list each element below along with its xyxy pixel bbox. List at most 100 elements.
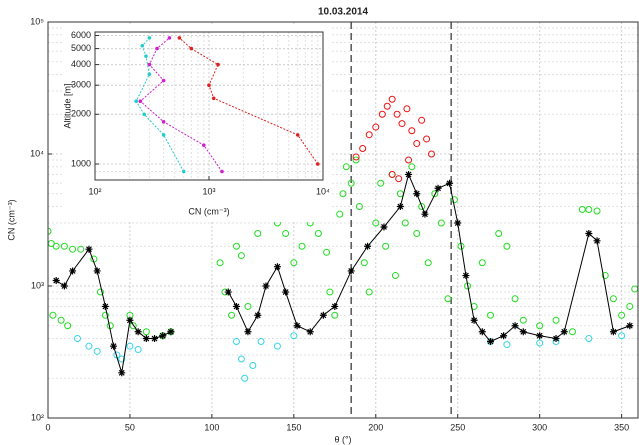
- data-point: [380, 223, 388, 231]
- x-tick-label: 10³: [202, 186, 215, 196]
- data-point: [378, 110, 386, 118]
- data-point: [293, 322, 301, 330]
- data-point: [478, 259, 486, 267]
- data-point: [568, 328, 576, 336]
- data-point: [147, 72, 152, 76]
- data-point: [101, 302, 109, 310]
- data-point: [347, 267, 355, 275]
- chart-title: 10.03.2014: [318, 7, 368, 18]
- data-point: [232, 242, 240, 250]
- data-point: [503, 341, 511, 349]
- data-point: [60, 242, 68, 250]
- x-tick-label: 0: [45, 422, 50, 432]
- data-point: [618, 311, 626, 319]
- x-tick-label: 250: [450, 422, 465, 432]
- data-point: [418, 116, 426, 124]
- data-point: [181, 169, 186, 174]
- data-point: [593, 207, 601, 215]
- data-point: [418, 203, 426, 211]
- data-point: [446, 179, 454, 187]
- data-point: [167, 328, 175, 336]
- data-point: [228, 311, 236, 319]
- data-point: [405, 156, 413, 164]
- inset-x-axis-label: CN (cm⁻³): [188, 206, 229, 216]
- data-point: [249, 361, 257, 369]
- x-axis-label: θ (°): [334, 434, 351, 444]
- data-point: [161, 133, 166, 137]
- data-point: [144, 54, 148, 58]
- y-tick-label: 10⁵: [30, 16, 44, 26]
- data-point: [444, 295, 452, 303]
- data-point: [413, 229, 421, 237]
- data-point: [315, 162, 320, 166]
- data-point: [101, 311, 109, 319]
- y-tick-label: 6000: [71, 30, 91, 40]
- data-point: [519, 316, 527, 324]
- data-point: [224, 288, 232, 296]
- data-point: [147, 36, 152, 40]
- x-tick-label: 350: [614, 422, 629, 432]
- data-point: [511, 322, 519, 330]
- data-point: [585, 205, 593, 213]
- data-point: [126, 316, 134, 324]
- data-point: [282, 288, 290, 296]
- data-point: [161, 120, 166, 124]
- inset-y-axis-label: Altitude [m]: [62, 83, 72, 128]
- data-point: [319, 311, 327, 319]
- data-point: [626, 302, 634, 310]
- inset: 10² 10³ 10⁴ 1000 2000 3000 4000 5000 6000: [71, 30, 330, 197]
- data-point: [273, 263, 281, 271]
- data-point: [207, 83, 211, 88]
- data-point: [519, 328, 527, 336]
- data-point: [331, 302, 339, 310]
- data-point: [220, 169, 224, 174]
- data-point: [161, 78, 166, 83]
- data-point: [96, 288, 104, 296]
- data-point: [552, 316, 560, 324]
- data-point: [232, 337, 240, 345]
- data-point: [110, 342, 118, 350]
- data-point: [454, 219, 462, 227]
- y-tick-label: 4000: [71, 59, 91, 69]
- data-point: [57, 316, 65, 324]
- x-tick-label: 300: [532, 422, 547, 432]
- data-point: [470, 316, 478, 324]
- data-point: [552, 335, 560, 343]
- data-point: [232, 302, 240, 310]
- data-point: [578, 205, 586, 213]
- data-point: [342, 163, 350, 171]
- data-point: [365, 131, 373, 139]
- data-point: [421, 210, 429, 218]
- data-point: [428, 150, 435, 158]
- data-point: [254, 311, 262, 319]
- data-point: [262, 282, 270, 290]
- data-point: [69, 245, 77, 253]
- data-point: [129, 322, 137, 330]
- data-point: [323, 248, 331, 256]
- axes: 0 50 100 150 200 250 300 350 10² 10³ 10⁴ 10⁵: [30, 16, 639, 432]
- y-tick-label: 1000: [71, 158, 91, 168]
- data-point: [511, 295, 519, 303]
- data-point: [254, 229, 262, 237]
- data-point: [237, 355, 245, 363]
- data-point: [359, 145, 367, 153]
- plot-area: [48, 22, 639, 418]
- data-point: [298, 242, 306, 250]
- data-point: [52, 242, 60, 250]
- axes-frame: [94, 31, 324, 181]
- data-point: [74, 335, 81, 343]
- data-point: [237, 252, 245, 260]
- data-point: [138, 99, 143, 104]
- data-point: [408, 163, 416, 171]
- data-point: [85, 245, 93, 253]
- data-point: [626, 322, 634, 330]
- x-tick-label: 150: [286, 422, 301, 432]
- data-point: [593, 237, 601, 245]
- data-point: [352, 156, 360, 164]
- data-point: [585, 335, 593, 343]
- data-point: [331, 311, 339, 319]
- data-point: [462, 272, 470, 280]
- x-tick-label: 200: [368, 422, 383, 432]
- data-point: [85, 342, 93, 350]
- data-point: [147, 62, 152, 67]
